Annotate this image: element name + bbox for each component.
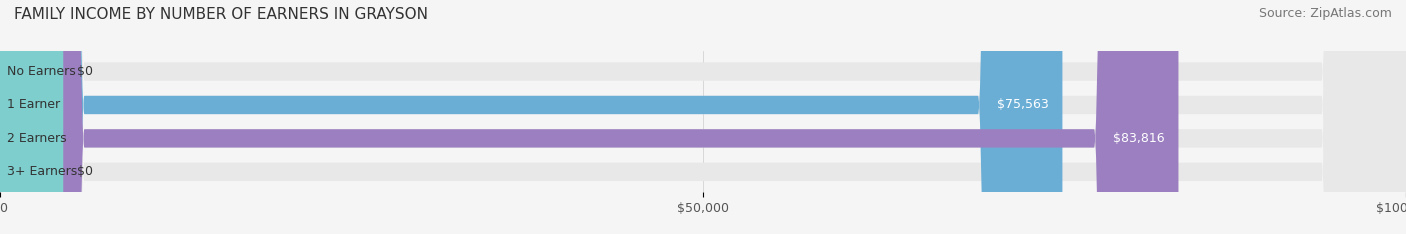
Text: 3+ Earners: 3+ Earners [7,165,77,178]
FancyBboxPatch shape [0,0,63,234]
FancyBboxPatch shape [0,0,1063,234]
Text: $75,563: $75,563 [997,99,1049,111]
Text: 2 Earners: 2 Earners [7,132,66,145]
Text: $0: $0 [77,165,93,178]
Text: $0: $0 [77,65,93,78]
Text: 1 Earner: 1 Earner [7,99,60,111]
Text: FAMILY INCOME BY NUMBER OF EARNERS IN GRAYSON: FAMILY INCOME BY NUMBER OF EARNERS IN GR… [14,7,427,22]
FancyBboxPatch shape [0,0,63,234]
Text: No Earners: No Earners [7,65,76,78]
Text: Source: ZipAtlas.com: Source: ZipAtlas.com [1258,7,1392,20]
FancyBboxPatch shape [0,0,1178,234]
Text: $83,816: $83,816 [1112,132,1164,145]
